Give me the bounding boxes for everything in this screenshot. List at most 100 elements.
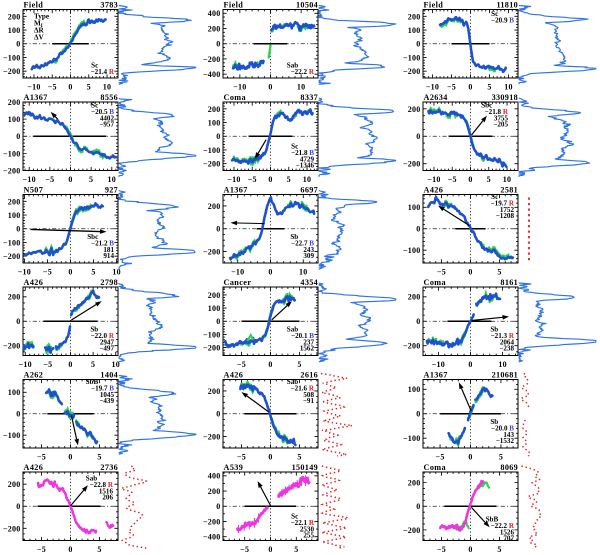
svg-text:927: 927 (105, 186, 118, 195)
svg-text:5: 5 (87, 83, 91, 92)
svg-text:0: 0 (468, 175, 472, 184)
svg-text:5: 5 (89, 175, 93, 184)
svg-text:−5: −5 (437, 268, 446, 277)
svg-text:−5: −5 (447, 83, 456, 92)
svg-text:−100: −100 (403, 53, 421, 62)
svg-text:100: 100 (8, 211, 21, 220)
svg-text:10: 10 (108, 175, 117, 184)
svg-text:−21.8 B: −21.8 B (291, 149, 314, 157)
svg-text:−957: −957 (99, 121, 114, 129)
svg-text:5: 5 (91, 268, 95, 277)
svg-text:400: 400 (208, 472, 221, 481)
svg-text:−1208: −1208 (496, 212, 515, 220)
svg-text:A1367: A1367 (224, 186, 248, 195)
svg-text:0: 0 (16, 317, 20, 326)
svg-text:100: 100 (208, 118, 221, 127)
svg-text:−10: −10 (427, 175, 440, 184)
svg-text:A426: A426 (24, 278, 44, 287)
svg-text:0: 0 (216, 40, 220, 49)
svg-text:5: 5 (487, 175, 491, 184)
svg-text:8161: 8161 (500, 278, 518, 287)
svg-text:A1367: A1367 (24, 93, 48, 102)
svg-text:−100: −100 (3, 431, 21, 440)
svg-text:−100: −100 (3, 149, 21, 158)
svg-text:0: 0 (216, 502, 220, 511)
svg-text:0: 0 (416, 225, 420, 234)
svg-text:−5: −5 (237, 360, 246, 369)
svg-text:−21.6 R: −21.6 R (291, 384, 315, 392)
svg-text:0: 0 (216, 317, 220, 326)
svg-text:−5: −5 (437, 545, 446, 554)
svg-text:2064: 2064 (500, 338, 515, 346)
svg-text:0: 0 (468, 360, 472, 369)
svg-text:−22.7 B: −22.7 B (291, 239, 314, 247)
svg-text:−400: −400 (203, 70, 221, 79)
svg-text:−10: −10 (19, 360, 32, 369)
svg-text:1516: 1516 (99, 487, 114, 495)
svg-text:10: 10 (112, 268, 121, 277)
svg-text:100: 100 (408, 203, 421, 212)
svg-text:−1346: −1346 (296, 162, 315, 170)
svg-text:−200: −200 (403, 160, 421, 169)
svg-text:200: 200 (8, 293, 21, 302)
svg-text:N507: N507 (24, 186, 44, 195)
svg-text:−21.8 R: −21.8 R (485, 108, 509, 116)
svg-text:0: 0 (468, 268, 472, 277)
svg-text:−497: −497 (99, 345, 114, 353)
svg-text:−100: −100 (403, 246, 421, 255)
svg-text:−10: −10 (231, 268, 244, 277)
svg-text:−238: −238 (499, 345, 514, 353)
svg-text:0: 0 (268, 545, 272, 554)
svg-text:−200: −200 (3, 342, 21, 351)
svg-text:5: 5 (497, 268, 501, 277)
svg-text:−200: −200 (203, 344, 221, 353)
svg-text:−205: −205 (493, 121, 508, 129)
svg-text:2616: 2616 (300, 371, 318, 380)
svg-text:0: 0 (16, 40, 20, 49)
svg-text:−91: −91 (303, 397, 315, 405)
svg-text:1562: 1562 (300, 345, 315, 353)
svg-text:ΔR: ΔR (34, 27, 45, 35)
svg-text:−200: −200 (403, 67, 421, 76)
svg-text:5: 5 (91, 360, 95, 369)
svg-text:A1367: A1367 (424, 371, 448, 380)
svg-text:−5: −5 (43, 268, 52, 277)
svg-text:0: 0 (468, 83, 472, 92)
svg-text:6697: 6697 (300, 186, 318, 195)
svg-text:−200: −200 (3, 252, 21, 261)
svg-text:10: 10 (111, 360, 120, 369)
svg-text:−20.0 B: −20.0 B (491, 424, 514, 432)
svg-text:0: 0 (268, 83, 272, 92)
svg-text:0: 0 (268, 268, 272, 277)
svg-text:2530: 2530 (300, 525, 315, 533)
svg-text:5: 5 (297, 360, 301, 369)
svg-text:5: 5 (97, 545, 101, 554)
svg-text:0: 0 (416, 317, 420, 326)
svg-text:255: 255 (303, 532, 314, 540)
svg-text:200: 200 (208, 291, 221, 300)
svg-text:−100: −100 (3, 238, 21, 247)
svg-text:330918: 330918 (492, 93, 518, 102)
svg-text:200: 200 (208, 24, 221, 33)
svg-text:−10: −10 (23, 175, 36, 184)
svg-text:−200: −200 (403, 342, 421, 351)
svg-text:10: 10 (303, 175, 312, 184)
svg-text:−10: −10 (27, 83, 40, 92)
svg-text:−20.1 B: −20.1 B (291, 332, 314, 340)
svg-text:100: 100 (8, 115, 21, 124)
svg-text:2736: 2736 (100, 463, 118, 472)
svg-text:200: 200 (408, 12, 421, 21)
svg-text:−21.2 B: −21.2 B (91, 239, 114, 247)
svg-text:−10: −10 (432, 360, 445, 369)
svg-text:−439: −439 (99, 397, 114, 405)
svg-text:−21.3 R: −21.3 R (491, 332, 515, 340)
svg-text:200: 200 (208, 105, 221, 114)
svg-text:A426: A426 (424, 186, 444, 195)
svg-text:707: 707 (503, 535, 514, 543)
svg-text:−100: −100 (3, 53, 21, 62)
svg-text:A262: A262 (24, 371, 44, 380)
svg-text:914: 914 (103, 252, 114, 260)
svg-text:−200: −200 (203, 247, 221, 256)
svg-text:0: 0 (68, 83, 72, 92)
svg-text:A539: A539 (224, 463, 244, 472)
